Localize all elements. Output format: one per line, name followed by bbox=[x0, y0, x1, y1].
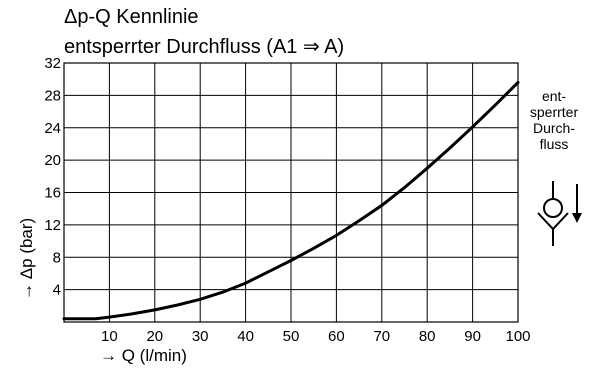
side-label-line: ent- bbox=[541, 88, 567, 104]
x-tick-label: 50 bbox=[283, 328, 300, 345]
y-tick-label: 32 bbox=[44, 55, 61, 72]
pressure-flow-curve bbox=[62, 80, 520, 321]
y-tick-label: 24 bbox=[44, 120, 61, 137]
y-tick-label: 20 bbox=[44, 152, 61, 169]
chart-subtitle: entsperrter Durchfluss (A1 ⇒ A) bbox=[64, 36, 345, 58]
x-tick-label: 40 bbox=[237, 328, 254, 345]
y-tick-label: 16 bbox=[44, 185, 61, 202]
x-tick-label: 90 bbox=[464, 328, 481, 345]
side-label-line: sperrter bbox=[529, 104, 579, 120]
y-tick-label: 12 bbox=[44, 217, 61, 234]
x-tick-label: 20 bbox=[146, 328, 163, 345]
y-tick-label: 4 bbox=[53, 282, 61, 299]
check-valve-icon bbox=[537, 181, 582, 246]
y-axis-label: → Δp (bar) bbox=[17, 218, 36, 300]
side-label-line: Durch- bbox=[532, 120, 575, 136]
x-tick-label: 10 bbox=[101, 328, 118, 345]
x-tick-label: 100 bbox=[505, 328, 530, 345]
x-tick-label: 80 bbox=[419, 328, 436, 345]
x-tick-label: 30 bbox=[192, 328, 209, 345]
flow-direction-label: ent- sperrter Durch- fluss bbox=[522, 88, 586, 152]
y-tick-label: 28 bbox=[44, 87, 61, 104]
x-tick-label: 70 bbox=[373, 328, 390, 345]
x-axis-label: → Q (l/min) bbox=[100, 346, 187, 365]
x-tick-label: 60 bbox=[328, 328, 345, 345]
side-label-line: fluss bbox=[539, 136, 569, 152]
y-tick-label: 8 bbox=[53, 249, 61, 266]
chart-title: Δp-Q Kennlinie bbox=[64, 6, 199, 28]
